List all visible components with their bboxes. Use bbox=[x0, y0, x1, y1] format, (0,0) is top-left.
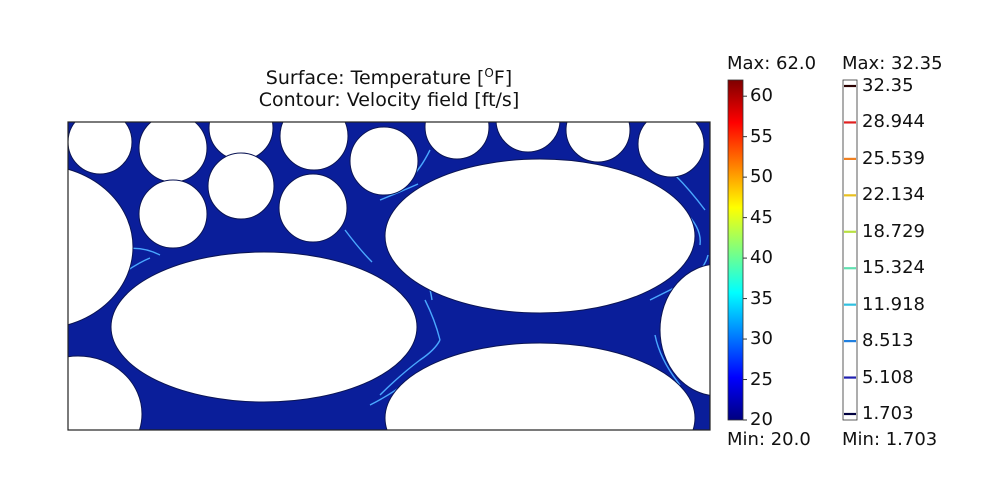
domain-frame bbox=[67, 121, 711, 431]
velocity-level-label: 8.513 bbox=[862, 330, 914, 352]
obstacle-ellipse bbox=[384, 158, 696, 314]
obstacle-circle bbox=[138, 122, 208, 183]
velocity-max-label: Max: 32.35 bbox=[842, 53, 943, 74]
velocity-level-label: 18.729 bbox=[862, 220, 925, 242]
obstacle-ellipse bbox=[68, 355, 143, 430]
velocity-level-label: 28.944 bbox=[862, 111, 925, 133]
plot-title-line-1: Surface: Temperature [OF] bbox=[265, 66, 513, 89]
velocity-contour-line bbox=[424, 299, 441, 341]
obstacle-circle bbox=[207, 152, 275, 220]
obstacle-circle bbox=[637, 122, 705, 178]
obstacle-circle bbox=[424, 122, 490, 160]
obstacle-circle bbox=[138, 179, 208, 249]
temperature-tick-label: 45 bbox=[750, 206, 773, 228]
obstacle-circle bbox=[495, 122, 561, 153]
velocity-contour-line bbox=[654, 334, 681, 386]
velocity-level-label: 11.918 bbox=[862, 293, 925, 315]
temperature-tick-label: 60 bbox=[750, 85, 773, 107]
obstacle-circle bbox=[208, 122, 274, 161]
temperature-tick-label: 50 bbox=[750, 166, 773, 188]
temperature-max-label: Max: 62.0 bbox=[727, 53, 817, 74]
temperature-colorbar bbox=[727, 79, 744, 421]
velocity-level-label: 25.539 bbox=[862, 147, 925, 169]
temperature-tick-label: 35 bbox=[750, 287, 773, 309]
obstacle-ellipse bbox=[384, 342, 696, 430]
velocity-level-label: 5.108 bbox=[862, 366, 914, 388]
velocity-level-label: 1.703 bbox=[862, 403, 914, 424]
velocity-level-label: 22.134 bbox=[862, 184, 925, 206]
velocity-legend-lines bbox=[844, 84, 856, 416]
velocity-contour-line bbox=[344, 229, 373, 263]
velocity-legend-bar bbox=[842, 79, 858, 421]
temperature-min-label: Min: 20.0 bbox=[727, 429, 811, 450]
velocity-level-label: 15.324 bbox=[862, 257, 925, 279]
temperature-tick-label: 55 bbox=[750, 125, 773, 147]
obstacle-circle bbox=[68, 122, 133, 175]
temperature-colorbar-ticks bbox=[743, 95, 747, 421]
obstacle-circle bbox=[565, 122, 631, 163]
obstacle-circle bbox=[349, 126, 419, 196]
obstacle-ellipse bbox=[110, 251, 418, 403]
plot-title-line-2: Contour: Velocity field [ft/s] bbox=[258, 89, 520, 111]
obstacle-ellipse bbox=[68, 168, 134, 326]
obstacle-ellipse bbox=[659, 264, 710, 396]
obstacle-circle bbox=[279, 122, 349, 171]
velocity-level-label: 32.35 bbox=[862, 75, 914, 96]
obstacle-circle bbox=[278, 173, 348, 243]
temperature-tick-label: 20 bbox=[750, 409, 773, 430]
velocity-min-label: Min: 1.703 bbox=[842, 429, 938, 450]
simulation-domain bbox=[68, 122, 710, 430]
temperature-tick-label: 40 bbox=[750, 247, 773, 269]
velocity-contour-line bbox=[379, 339, 441, 396]
velocity-contour-line bbox=[379, 183, 419, 201]
obstacles bbox=[68, 122, 710, 430]
temperature-tick-label: 30 bbox=[750, 328, 773, 350]
temperature-tick-label: 25 bbox=[750, 368, 773, 390]
